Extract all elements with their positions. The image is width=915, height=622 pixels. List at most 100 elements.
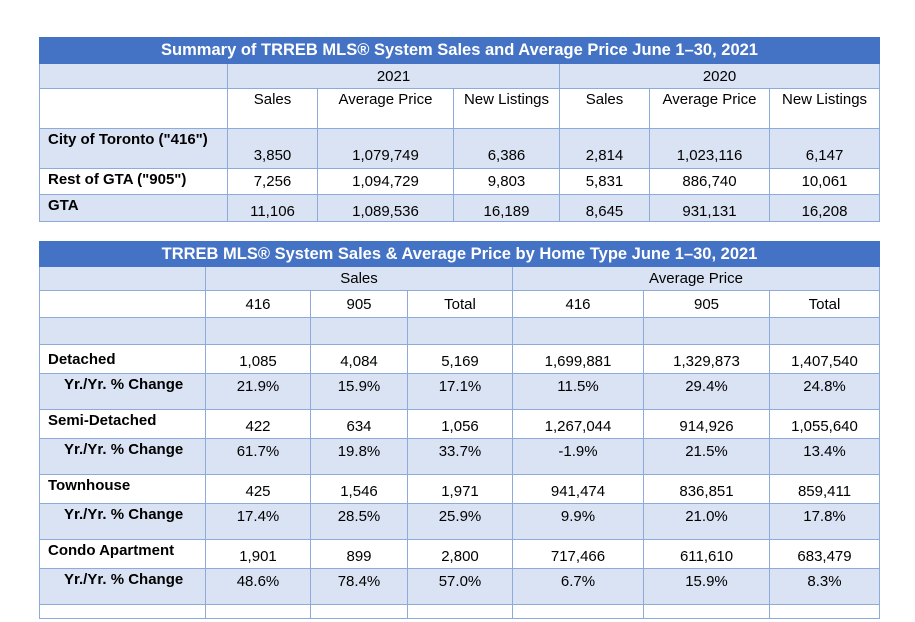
- cell: 13.4%: [768, 438, 881, 475]
- cell: 21.9%: [205, 373, 311, 410]
- summary-corner: [39, 63, 228, 89]
- cell: 1,055,640: [768, 409, 881, 439]
- cell: 931,131: [649, 194, 770, 222]
- cell: 61.7%: [205, 438, 311, 475]
- row-label: City of Toronto ("416"): [39, 128, 228, 169]
- year-2021-header: 2021: [227, 63, 560, 89]
- cell: 10,061: [768, 168, 881, 195]
- summary-table: Summary of TRREB MLS® System Sales and A…: [38, 37, 881, 222]
- cell: 21.0%: [643, 503, 770, 540]
- cell: 859,411: [768, 474, 881, 504]
- cell: 1,329,873: [643, 344, 770, 374]
- cell: 19.8%: [310, 438, 408, 475]
- cell: 683,479: [768, 539, 881, 569]
- cell: 33.7%: [407, 438, 513, 475]
- cell: 1,094,729: [317, 168, 454, 195]
- cell: 5,169: [407, 344, 513, 374]
- row-label: Yr./Yr. % Change: [39, 438, 206, 475]
- cell: 836,851: [643, 474, 770, 504]
- cell: -1.9%: [512, 438, 644, 475]
- cell: 1,699,881: [512, 344, 644, 374]
- cell: 15.9%: [310, 373, 408, 410]
- spacer-row: [39, 604, 881, 619]
- cell: 9.9%: [512, 503, 644, 540]
- cell: 1,023,116: [649, 128, 770, 169]
- cell: 17.4%: [205, 503, 311, 540]
- table-row: Yr./Yr. % Change 48.6% 78.4% 57.0% 6.7% …: [39, 568, 881, 605]
- table-row: GTA 11,106 1,089,536 16,189 8,645 931,13…: [39, 194, 881, 222]
- table-row: Yr./Yr. % Change 61.7% 19.8% 33.7% -1.9%…: [39, 438, 881, 475]
- average-price-group-header: Average Price: [511, 266, 881, 291]
- summary-title: Summary of TRREB MLS® System Sales and A…: [38, 37, 881, 64]
- cell: 16,208: [768, 194, 881, 222]
- cell: 1,901: [205, 539, 311, 569]
- table-row: Yr./Yr. % Change 21.9% 15.9% 17.1% 11.5%…: [39, 373, 881, 410]
- cell: 2,800: [407, 539, 513, 569]
- cell: 1,546: [310, 474, 408, 504]
- table-row: Rest of GTA ("905") 7,256 1,094,729 9,80…: [39, 168, 881, 195]
- cell: 48.6%: [205, 568, 311, 605]
- sales-group-header: Sales: [205, 266, 513, 291]
- cell: 717,466: [512, 539, 644, 569]
- cell: 899: [310, 539, 408, 569]
- cell: 8,645: [559, 194, 650, 222]
- table-row: Detached 1,085 4,084 5,169 1,699,881 1,3…: [39, 344, 881, 374]
- home-type-corner: [39, 266, 206, 291]
- col-header: 416: [205, 290, 311, 318]
- row-label: Townhouse: [39, 474, 206, 504]
- table-row: Townhouse 425 1,546 1,971 941,474 836,85…: [39, 474, 881, 504]
- cell: 1,407,540: [768, 344, 881, 374]
- cell: 78.4%: [310, 568, 408, 605]
- cell: 1,089,536: [317, 194, 454, 222]
- cell: 6,147: [768, 128, 881, 169]
- row-label: Yr./Yr. % Change: [39, 503, 206, 540]
- cell: 29.4%: [643, 373, 770, 410]
- cell: 1,056: [407, 409, 513, 439]
- cell: 1,079,749: [317, 128, 454, 169]
- col-header: Sales: [559, 88, 650, 129]
- cell: 422: [205, 409, 311, 439]
- row-label: GTA: [39, 194, 228, 222]
- cell: 57.0%: [407, 568, 513, 605]
- spacer-row: [39, 317, 881, 345]
- cell: 2,814: [559, 128, 650, 169]
- cell: 17.8%: [768, 503, 881, 540]
- col-header: Average Price: [317, 88, 454, 129]
- cell: 25.9%: [407, 503, 513, 540]
- cell: 1,085: [205, 344, 311, 374]
- row-label: Semi-Detached: [39, 409, 206, 439]
- table-row: Yr./Yr. % Change 17.4% 28.5% 25.9% 9.9% …: [39, 503, 881, 540]
- cell: 6.7%: [512, 568, 644, 605]
- table-row: City of Toronto ("416") 3,850 1,079,749 …: [39, 128, 881, 169]
- col-header: Total: [407, 290, 513, 318]
- cell: 1,267,044: [512, 409, 644, 439]
- table-row: Semi-Detached 422 634 1,056 1,267,044 91…: [39, 409, 881, 439]
- cell: 9,803: [453, 168, 560, 195]
- col-header: New Listings: [453, 88, 560, 129]
- table-row: Condo Apartment 1,901 899 2,800 717,466 …: [39, 539, 881, 569]
- row-label: Rest of GTA ("905"): [39, 168, 228, 195]
- summary-header-blank: [39, 88, 228, 129]
- cell: 6,386: [453, 128, 560, 169]
- cell: 5,831: [559, 168, 650, 195]
- cell: 886,740: [649, 168, 770, 195]
- cell: 611,610: [643, 539, 770, 569]
- row-label: Condo Apartment: [39, 539, 206, 569]
- row-label: Yr./Yr. % Change: [39, 568, 206, 605]
- cell: 17.1%: [407, 373, 513, 410]
- cell: 7,256: [227, 168, 318, 195]
- cell: 1,971: [407, 474, 513, 504]
- col-header: Sales: [227, 88, 318, 129]
- col-header: 905: [310, 290, 408, 318]
- home-type-header-blank: [39, 290, 206, 318]
- col-header: 416: [512, 290, 644, 318]
- col-header: Total: [768, 290, 881, 318]
- cell: 914,926: [643, 409, 770, 439]
- row-label: Detached: [39, 344, 206, 374]
- cell: 941,474: [512, 474, 644, 504]
- cell: 11,106: [227, 194, 318, 222]
- col-header: New Listings: [768, 88, 881, 129]
- row-label: Yr./Yr. % Change: [39, 373, 206, 410]
- cell: 425: [205, 474, 311, 504]
- cell: 4,084: [310, 344, 408, 374]
